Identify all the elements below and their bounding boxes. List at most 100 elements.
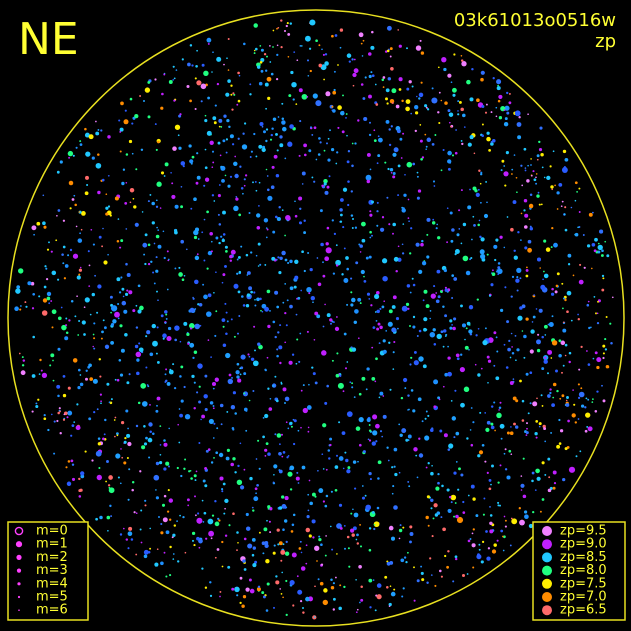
star	[397, 327, 399, 330]
star	[433, 379, 439, 385]
star	[570, 206, 573, 209]
star	[418, 329, 422, 333]
star	[287, 471, 293, 477]
star	[227, 69, 230, 71]
star	[372, 414, 378, 420]
star	[265, 609, 269, 612]
star	[418, 92, 424, 98]
star	[256, 587, 261, 592]
star	[267, 452, 271, 456]
star	[81, 320, 86, 325]
star	[427, 524, 430, 527]
star	[413, 566, 415, 569]
star	[172, 146, 177, 151]
star	[460, 189, 463, 192]
star	[315, 39, 318, 43]
star	[44, 265, 47, 268]
star	[568, 466, 576, 473]
star	[288, 360, 293, 365]
star	[171, 182, 174, 185]
star	[483, 497, 486, 500]
star	[156, 548, 159, 551]
star	[359, 244, 363, 248]
star	[128, 468, 131, 471]
star	[350, 214, 354, 217]
star	[390, 125, 393, 128]
star	[167, 326, 172, 331]
star	[363, 275, 365, 278]
star	[604, 240, 607, 243]
star	[446, 565, 449, 569]
star	[223, 512, 226, 515]
star	[119, 150, 122, 153]
star	[458, 228, 461, 230]
star	[405, 106, 410, 112]
star	[264, 448, 268, 452]
star	[167, 489, 170, 492]
star	[258, 181, 261, 184]
star	[597, 242, 600, 245]
star	[295, 103, 298, 105]
star	[525, 434, 528, 436]
star	[71, 463, 75, 466]
star	[538, 203, 541, 206]
star	[177, 134, 180, 137]
star	[401, 208, 406, 213]
star	[431, 221, 436, 225]
star	[490, 422, 494, 426]
star	[373, 129, 376, 132]
star	[481, 123, 484, 126]
star	[377, 135, 380, 138]
star	[376, 162, 379, 165]
star	[518, 116, 521, 119]
star	[368, 548, 372, 552]
star	[279, 135, 283, 139]
star	[368, 471, 372, 476]
star	[135, 512, 138, 515]
star	[453, 471, 457, 475]
star	[246, 274, 249, 276]
star	[480, 237, 485, 242]
star	[416, 476, 419, 479]
star	[276, 305, 280, 309]
star	[76, 295, 78, 298]
star	[57, 316, 62, 321]
star	[361, 55, 364, 57]
star	[225, 311, 228, 314]
star	[46, 296, 51, 301]
star	[465, 327, 468, 330]
star	[257, 439, 260, 442]
star	[291, 523, 295, 527]
star	[253, 132, 256, 136]
star	[147, 200, 150, 203]
star	[51, 270, 57, 276]
star	[174, 204, 179, 209]
star	[383, 300, 386, 303]
star	[276, 27, 278, 30]
star	[338, 503, 343, 507]
star	[32, 292, 36, 296]
star	[386, 446, 389, 449]
star	[222, 343, 227, 347]
star	[130, 538, 134, 541]
star	[417, 189, 422, 193]
star	[413, 350, 417, 354]
star	[503, 121, 509, 127]
star	[243, 184, 246, 187]
star	[216, 82, 220, 86]
star	[154, 123, 157, 126]
star	[144, 262, 147, 266]
star	[273, 544, 276, 547]
star	[562, 477, 566, 482]
star	[237, 378, 242, 383]
star	[18, 268, 24, 274]
star	[43, 225, 47, 229]
star	[211, 71, 213, 73]
star	[358, 564, 362, 569]
star	[497, 99, 501, 103]
star	[272, 29, 275, 32]
star	[448, 121, 451, 124]
star	[156, 290, 158, 293]
star	[305, 527, 311, 533]
star	[139, 95, 142, 97]
